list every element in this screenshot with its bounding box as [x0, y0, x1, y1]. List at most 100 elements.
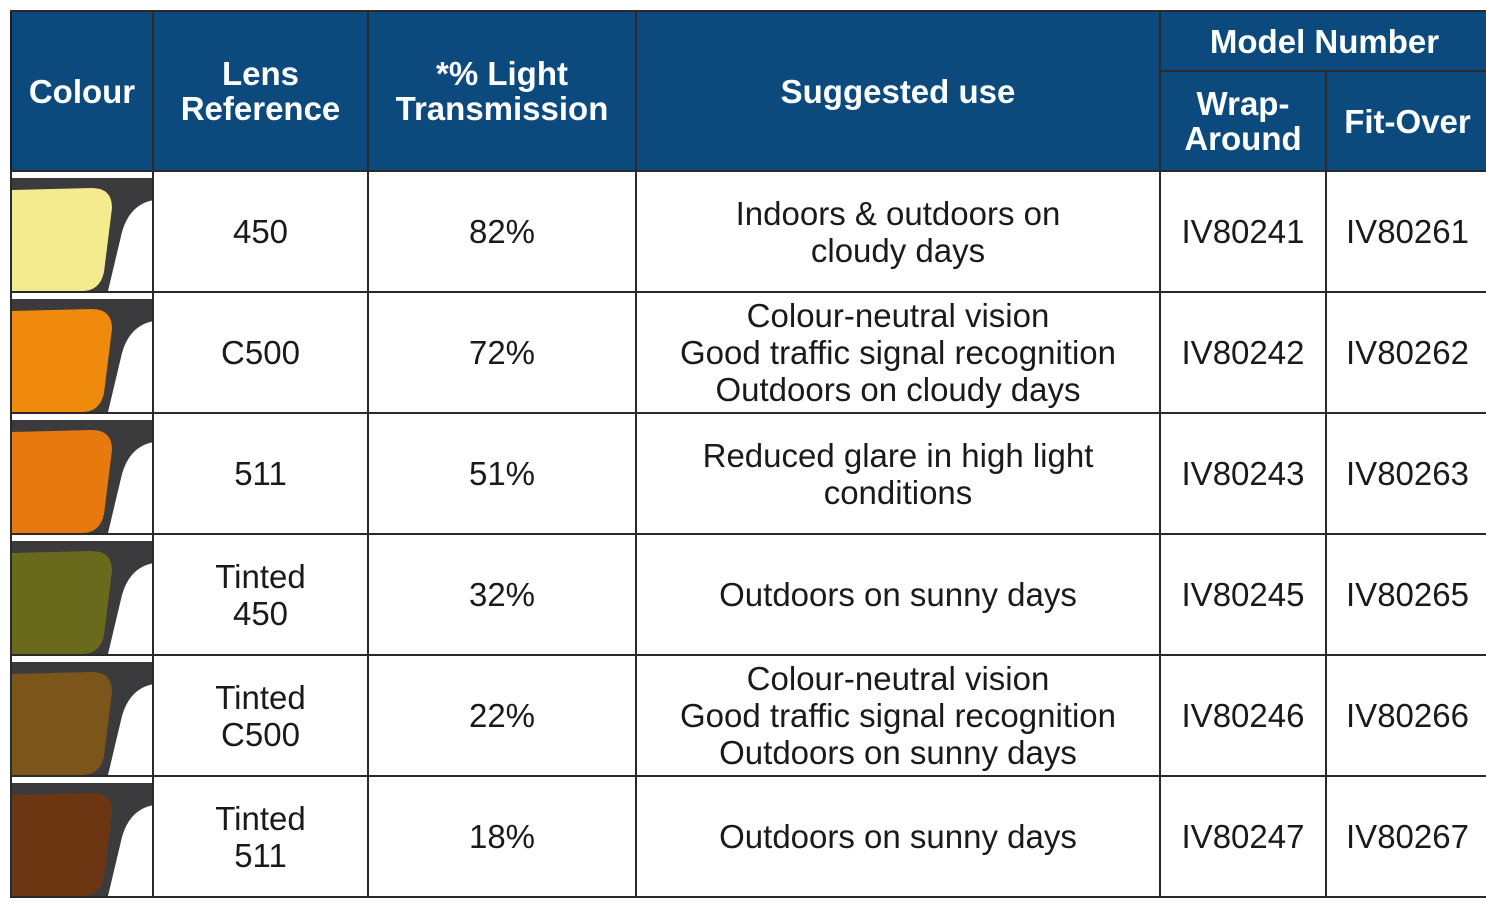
header-fit-over: Fit-Over: [1326, 71, 1486, 171]
header-suggested-use: Suggested use: [636, 11, 1160, 171]
header-text: Reference: [154, 91, 367, 126]
lens-image: [12, 656, 153, 775]
lens: [12, 188, 112, 291]
fit-over-cell: IV80266: [1326, 655, 1486, 776]
cell-text: IV80267: [1327, 818, 1486, 855]
lens: [12, 551, 112, 654]
fit-over-cell: IV80267: [1326, 776, 1486, 897]
cell-text: IV80261: [1327, 213, 1486, 250]
cell-text: 51%: [369, 455, 635, 492]
cell-text: IV80247: [1161, 818, 1325, 855]
header-text: *% Light: [369, 56, 635, 91]
lens-image: [12, 172, 153, 291]
cell-line: conditions: [637, 474, 1159, 511]
cell-text: IV80242: [1161, 334, 1325, 371]
cell-line: Reduced glare in high light: [637, 437, 1159, 474]
header-text: Colour: [12, 74, 152, 109]
cell-line: Tinted: [154, 679, 367, 716]
cell-line: Colour-neutral vision: [637, 297, 1159, 334]
cell-text: IV80243: [1161, 455, 1325, 492]
lens-reference-cell: 450: [153, 171, 368, 292]
lens-image: [12, 293, 153, 412]
cell-text: IV80266: [1327, 697, 1486, 734]
light-transmission-cell: 22%: [368, 655, 636, 776]
header-text: Lens: [154, 56, 367, 91]
cell-text: IV80241: [1161, 213, 1325, 250]
fit-over-cell: IV80261: [1326, 171, 1486, 292]
light-transmission-cell: 32%: [368, 534, 636, 655]
page: Colour LensReference *% LightTransmissio…: [0, 0, 1486, 901]
header-text: Model Number: [1161, 24, 1486, 59]
wrap-around-cell: IV80247: [1160, 776, 1326, 897]
light-transmission-cell: 72%: [368, 292, 636, 413]
cell-text: 32%: [369, 576, 635, 613]
wrap-around-cell: IV80242: [1160, 292, 1326, 413]
cell-line: Outdoors on cloudy days: [637, 371, 1159, 408]
fit-over-cell: IV80262: [1326, 292, 1486, 413]
lens-image: [12, 535, 153, 654]
cell-text: IV80263: [1327, 455, 1486, 492]
cell-line: Outdoors on sunny days: [637, 734, 1159, 771]
lens-image: [12, 777, 153, 896]
wrap-around-cell: IV80245: [1160, 534, 1326, 655]
lens-swatch-cell: [11, 776, 153, 897]
cell-line: Good traffic signal recognition: [637, 697, 1159, 734]
lens-swatch-cell: [11, 171, 153, 292]
cell-text: 22%: [369, 697, 635, 734]
lens-reference-cell: C500: [153, 292, 368, 413]
cell-text: IV80245: [1161, 576, 1325, 613]
light-transmission-cell: 18%: [368, 776, 636, 897]
cell-text: 82%: [369, 213, 635, 250]
lens: [12, 309, 112, 412]
header-text: Transmission: [369, 91, 635, 126]
cell-text: IV80246: [1161, 697, 1325, 734]
cell-line: Colour-neutral vision: [637, 660, 1159, 697]
wrap-around-cell: IV80243: [1160, 413, 1326, 534]
lens: [12, 793, 112, 896]
cell-line: 450: [154, 213, 367, 250]
fit-over-cell: IV80265: [1326, 534, 1486, 655]
cell-text: IV80262: [1327, 334, 1486, 371]
header-text: Wrap-: [1161, 86, 1325, 121]
cell-line: C500: [154, 716, 367, 753]
lens-reference-cell: 511: [153, 413, 368, 534]
cell-line: 450: [154, 595, 367, 632]
wrap-around-cell: IV80241: [1160, 171, 1326, 292]
fit-over-cell: IV80263: [1326, 413, 1486, 534]
suggested-use-cell: Outdoors on sunny days: [636, 534, 1160, 655]
header-colour: Colour: [11, 11, 153, 171]
lens-swatch-cell: [11, 534, 153, 655]
header-wrap-around: Wrap-Around: [1160, 71, 1326, 171]
cell-line: Outdoors on sunny days: [637, 576, 1159, 613]
lens-swatch-cell: [11, 292, 153, 413]
wrap-around-cell: IV80246: [1160, 655, 1326, 776]
lens-swatch-cell: [11, 655, 153, 776]
light-transmission-cell: 82%: [368, 171, 636, 292]
header-text: Suggested use: [637, 74, 1159, 109]
cell-text: 18%: [369, 818, 635, 855]
cell-text: IV80265: [1327, 576, 1486, 613]
cell-line: Outdoors on sunny days: [637, 818, 1159, 855]
header-model-number: Model Number: [1160, 11, 1486, 71]
cell-line: Tinted: [154, 558, 367, 595]
lens: [12, 430, 112, 533]
cell-line: Tinted: [154, 800, 367, 837]
cell-line: C500: [154, 334, 367, 371]
lens-swatch-cell: [11, 413, 153, 534]
header-text: Fit-Over: [1327, 104, 1486, 139]
suggested-use-cell: Outdoors on sunny days: [636, 776, 1160, 897]
cell-text: 72%: [369, 334, 635, 371]
